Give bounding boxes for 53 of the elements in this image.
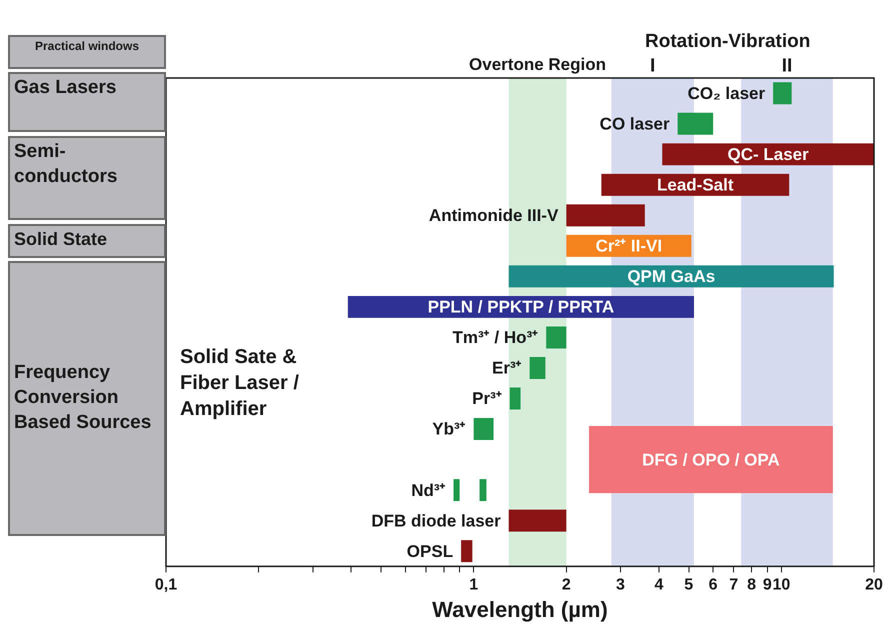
y-tick-label: Yb³⁺ xyxy=(432,420,466,439)
x-tick-label: 20 xyxy=(865,576,883,594)
text: Semi-conductors xyxy=(14,140,118,189)
x-tick-label: 10 xyxy=(772,576,790,594)
y-tick-label: Nd³⁺ xyxy=(411,480,446,500)
x-tick-label: 8 xyxy=(747,576,756,594)
x-tick-label: 1 xyxy=(469,576,478,594)
y-tick-label: Tm³⁺ / Ho³⁺ xyxy=(452,328,538,348)
y-tick-label: Pr³⁺ xyxy=(472,389,502,408)
y-tick-label: OPSL xyxy=(406,542,454,561)
annotation: Solid Sate & Fiber Laser / Amplifier xyxy=(180,345,300,422)
bar xyxy=(566,204,645,226)
x-tick-label: 4 xyxy=(654,576,664,594)
x-tick-label: 9 xyxy=(762,576,772,594)
y-tick-label: Antimonide III-V xyxy=(428,206,559,226)
x-axis-title: Wavelength (µm) xyxy=(432,596,608,622)
band-label: II xyxy=(782,56,792,77)
text: Gas Lasers xyxy=(14,76,118,100)
x-tick-label: 3 xyxy=(616,576,626,594)
y-tick-label: DFG / OPO / OPA xyxy=(642,450,780,470)
x-tick-label: 2 xyxy=(562,576,571,594)
bar xyxy=(454,479,460,502)
bar xyxy=(678,112,714,135)
bar xyxy=(530,357,546,379)
y-tick-label: DFB diode laser xyxy=(371,511,502,530)
y-tick-label: CO laser xyxy=(600,114,670,134)
y-tick-label: QC- Laser xyxy=(727,145,810,164)
text: Solid State xyxy=(14,228,108,251)
bar xyxy=(510,388,521,410)
x-tick-label: 5 xyxy=(684,576,694,594)
y-tick-label: QPM GaAs xyxy=(627,267,716,286)
bar xyxy=(461,540,472,562)
y-tick-label: Lead-Salt xyxy=(657,176,734,195)
bar xyxy=(480,479,486,502)
bar xyxy=(508,510,566,532)
bar xyxy=(474,418,494,440)
y-tick-label: Cr²⁺ II-VI xyxy=(596,236,662,256)
x-tick-label: 0,1 xyxy=(154,576,178,594)
bar xyxy=(773,82,792,104)
bar xyxy=(662,143,874,166)
bar xyxy=(588,426,833,494)
band-label: Overtone Region xyxy=(469,55,606,74)
x-tick-label: 6 xyxy=(708,576,718,594)
text: Frequency Conversion Based Sources xyxy=(14,361,152,435)
y-tick-label: PPLN / PPKTP / PPRTA xyxy=(428,298,614,317)
band-label: I xyxy=(650,56,656,77)
text: Rotation-Vibration xyxy=(645,30,810,54)
text: Practical windows xyxy=(34,39,140,55)
bar xyxy=(508,265,834,288)
y-tick-label: CO₂ laser xyxy=(688,84,766,103)
y-tick-label: Er³⁺ xyxy=(492,358,522,378)
x-tick-label: 7 xyxy=(729,576,738,594)
bar xyxy=(546,326,566,348)
